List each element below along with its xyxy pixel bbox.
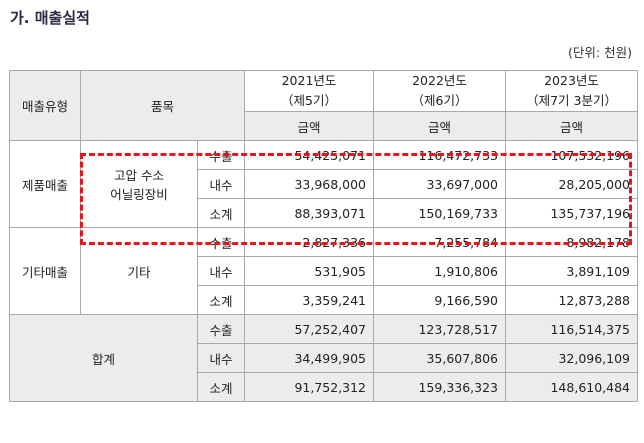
item-cell: 기타 (80, 227, 198, 315)
value-cell: 54,425,071 (244, 140, 375, 170)
value-cell: 159,336,323 (373, 372, 507, 402)
value-cell: 123,728,517 (373, 314, 507, 344)
header-amount: 금액 (373, 111, 507, 141)
value-cell: 9,166,590 (373, 285, 507, 315)
value-cell: 91,752,312 (244, 372, 375, 402)
value-cell: 3,359,241 (244, 285, 375, 315)
table-row: 소계 91,752,312 159,336,323 148,610,484 (10, 372, 639, 402)
table-row: 소계 3,359,241 9,166,590 12,873,288 (10, 285, 639, 315)
total-label-cell: 합계 (9, 314, 198, 402)
table-row: 소계 88,393,071 150,169,733 135,737,196 (10, 198, 639, 228)
value-cell: 28,205,000 (505, 169, 639, 199)
value-cell: 116,472,733 (373, 140, 507, 170)
sales-table: 매출유형 품목 2021년도 （제5기） 2022년도 （제6기） 2023년도… (9, 70, 639, 402)
header-year-2023: 2023년도 （제7기 3분기） (505, 70, 639, 112)
kind-cell: 소계 (196, 372, 246, 402)
item-cell: 고압 수소 어닐링장비 (80, 140, 198, 228)
header-year-2022: 2022년도 （제6기） (373, 70, 507, 112)
table-row: 내수 531,905 1,910,806 3,891,109 (10, 256, 639, 286)
value-cell: 148,610,484 (505, 372, 639, 402)
value-cell: 7,255,784 (373, 227, 507, 257)
period-label: （제7기 3분기） (526, 93, 617, 108)
value-cell: 107,532,196 (505, 140, 639, 170)
value-cell: 8,982,178 (505, 227, 639, 257)
table-row: 기타매출 기타 수출 2,827,336 7,255,784 8,982,178 (9, 227, 639, 315)
sales-type-cell: 기타매출 (9, 227, 81, 315)
value-cell: 33,697,000 (373, 169, 507, 199)
kind-cell: 내수 (196, 256, 246, 286)
item-line: 어닐링장비 (110, 187, 168, 202)
value-cell: 1,910,806 (373, 256, 507, 286)
value-cell: 531,905 (244, 256, 375, 286)
table-row: 합계 수출 57,252,407 123,728,517 116,514,375 (9, 314, 639, 402)
item-line: 고압 수소 (114, 168, 164, 183)
header-year-2021: 2021년도 （제5기） (244, 70, 375, 112)
table-row: 내수 33,968,000 33,697,000 28,205,000 (10, 169, 639, 199)
year-label: 2021년도 (281, 73, 337, 88)
kind-cell: 수출 (196, 140, 246, 170)
value-cell: 150,169,733 (373, 198, 507, 228)
value-cell: 33,968,000 (244, 169, 375, 199)
value-cell: 32,096,109 (505, 343, 639, 373)
header-item: 품목 (79, 70, 246, 141)
year-label: 2022년도 (412, 73, 467, 88)
value-cell: 35,607,806 (373, 343, 507, 373)
year-label: 2023년도 (544, 73, 599, 88)
header-type: 매출유형 (9, 70, 81, 141)
header-amount: 금액 (505, 111, 639, 141)
kind-cell: 소계 (196, 198, 246, 228)
unit-label: (단위: 천원) (568, 45, 632, 60)
table-row: 내수 34,499,905 35,607,806 32,096,109 (10, 343, 639, 373)
period-label: （제6기） (411, 93, 468, 108)
value-cell: 57,252,407 (244, 314, 375, 344)
section-title: 가. 매출실적 (10, 9, 90, 27)
kind-cell: 수출 (196, 227, 246, 257)
header-amount: 금액 (244, 111, 375, 141)
kind-cell: 소계 (196, 285, 246, 315)
value-cell: 88,393,071 (244, 198, 375, 228)
period-label: （제5기） (281, 93, 337, 108)
sales-type-cell: 제품매출 (9, 140, 81, 228)
table-row: 제품매출 고압 수소 어닐링장비 수출 54,425,071 116,472,7… (9, 140, 639, 228)
value-cell: 116,514,375 (505, 314, 639, 344)
value-cell: 12,873,288 (505, 285, 639, 315)
kind-cell: 수출 (196, 314, 246, 344)
value-cell: 2,827,336 (244, 227, 375, 257)
value-cell: 34,499,905 (244, 343, 375, 373)
value-cell: 135,737,196 (505, 198, 639, 228)
kind-cell: 내수 (196, 169, 246, 199)
value-cell: 3,891,109 (505, 256, 639, 286)
kind-cell: 내수 (196, 343, 246, 373)
